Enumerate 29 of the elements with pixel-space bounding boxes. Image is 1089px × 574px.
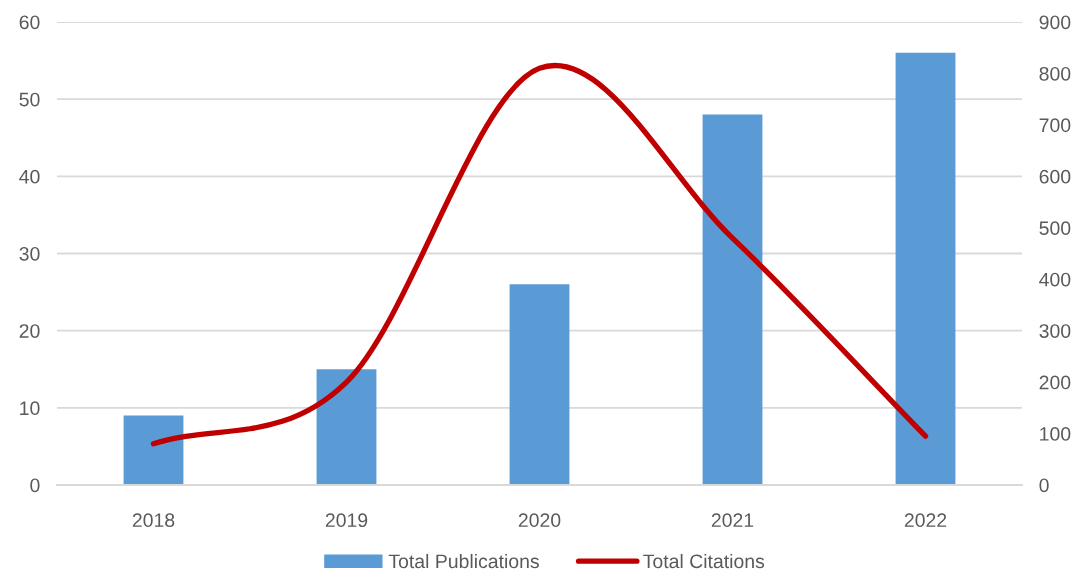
- x-tick-label: 2022: [904, 513, 947, 528]
- y-tick-label: 0: [30, 478, 40, 493]
- y2-tick-label: 600: [1039, 169, 1071, 184]
- legend-label: Total Citations: [643, 553, 765, 569]
- y2-tick-label: 0: [1039, 478, 1049, 493]
- y-tick-label: 50: [19, 92, 40, 107]
- bar: [509, 284, 570, 485]
- x-tick-label: 2018: [132, 513, 175, 528]
- y-tick-label: 40: [19, 169, 40, 184]
- bar: [702, 114, 763, 485]
- y2-tick-label: 800: [1039, 66, 1071, 81]
- y2-tick-label: 900: [1039, 15, 1071, 30]
- y-tick-label: 30: [19, 246, 40, 261]
- bar: [316, 369, 377, 485]
- x-tick-label: 2019: [325, 513, 368, 528]
- bar: [895, 52, 956, 485]
- y-tick-label: 20: [19, 324, 40, 338]
- bar: [123, 415, 184, 485]
- y2-tick-label: 100: [1040, 427, 1071, 441]
- y2-tick-label: 500: [1039, 221, 1071, 236]
- legend-label: Total Publications: [388, 553, 539, 569]
- y2-tick-label: 400: [1039, 272, 1071, 287]
- x-tick-label: 2020: [518, 513, 561, 528]
- x-tick-label: 2021: [711, 513, 754, 528]
- y-tick-label: 60: [19, 15, 40, 30]
- y-tick-label: 10: [20, 401, 40, 416]
- y2-tick-label: 700: [1039, 118, 1071, 133]
- y2-tick-label: 300: [1039, 324, 1071, 338]
- y2-tick-label: 200: [1039, 375, 1071, 390]
